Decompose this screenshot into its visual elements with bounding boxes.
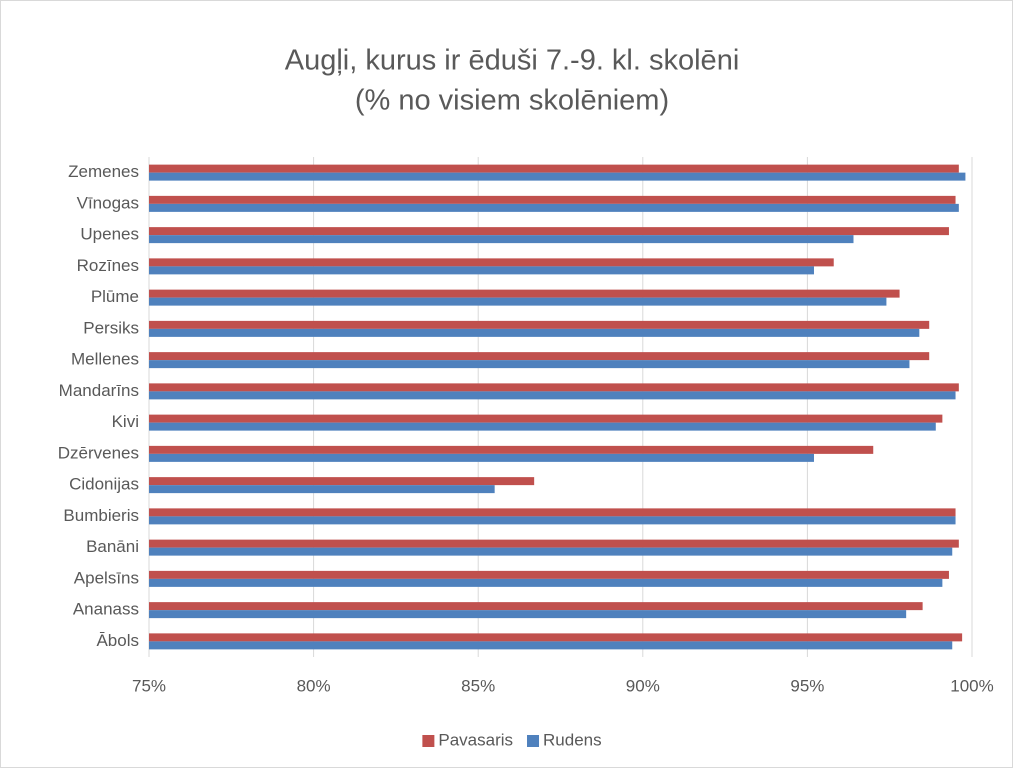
y-tick-label: Banāni <box>86 537 139 556</box>
bar <box>149 360 910 369</box>
y-tick-label: Mandarīns <box>59 381 139 400</box>
bar <box>149 633 963 642</box>
chart-title: (% no visiem skolēniem) <box>355 85 669 117</box>
bar <box>149 508 956 517</box>
x-tick-label: 85% <box>461 676 495 695</box>
y-tick-label: Bumbieris <box>63 506 139 525</box>
y-tick-label: Persiks <box>83 318 139 337</box>
bar <box>149 172 966 181</box>
bar <box>149 258 834 267</box>
y-tick-label: Dzērvenes <box>58 443 139 462</box>
y-tick-label: Ābols <box>96 631 139 650</box>
bar <box>149 547 953 556</box>
y-tick-label: Ananass <box>73 600 139 619</box>
bar <box>149 352 930 361</box>
legend-label: Rudens <box>543 730 602 749</box>
bar <box>149 485 495 494</box>
x-tick-label: 100% <box>950 676 993 695</box>
bar <box>149 235 854 244</box>
bar <box>149 578 943 587</box>
bar <box>149 610 907 619</box>
bar <box>149 195 956 204</box>
x-tick-label: 95% <box>790 676 824 695</box>
legend-swatch <box>422 735 435 747</box>
y-tick-label: Upenes <box>80 225 139 244</box>
bar <box>149 320 930 329</box>
bar <box>149 539 959 548</box>
y-tick-label: Cidonijas <box>69 475 139 494</box>
x-tick-label: 75% <box>132 676 166 695</box>
legend-swatch <box>527 735 540 747</box>
bar <box>149 422 936 431</box>
bar <box>149 383 959 392</box>
bar <box>149 453 814 462</box>
bar <box>149 203 959 212</box>
bar <box>149 516 956 525</box>
x-tick-label: 90% <box>626 676 660 695</box>
bar <box>149 297 887 306</box>
y-tick-label: Mellenes <box>71 350 139 369</box>
bar <box>149 164 959 173</box>
chart-title: Augļi, kurus ir ēduši 7.-9. kl. skolēni <box>285 45 740 77</box>
y-tick-label: Vīnogas <box>77 193 139 212</box>
bar <box>149 477 535 486</box>
bar <box>149 445 874 454</box>
bar <box>149 289 900 298</box>
y-tick-label: Rozīnes <box>77 256 139 275</box>
bar <box>149 641 953 650</box>
y-tick-label: Zemenes <box>68 162 139 181</box>
bar <box>149 391 956 400</box>
legend-label: Pavasaris <box>438 730 513 749</box>
bar <box>149 414 943 423</box>
x-tick-label: 80% <box>297 676 331 695</box>
bar <box>149 602 923 611</box>
bar <box>149 328 920 337</box>
y-tick-label: Plūme <box>91 287 139 306</box>
y-tick-label: Apelsīns <box>74 568 139 587</box>
y-tick-label: Kivi <box>112 412 139 431</box>
bar <box>149 227 949 236</box>
bar <box>149 266 814 275</box>
bar <box>149 570 949 579</box>
